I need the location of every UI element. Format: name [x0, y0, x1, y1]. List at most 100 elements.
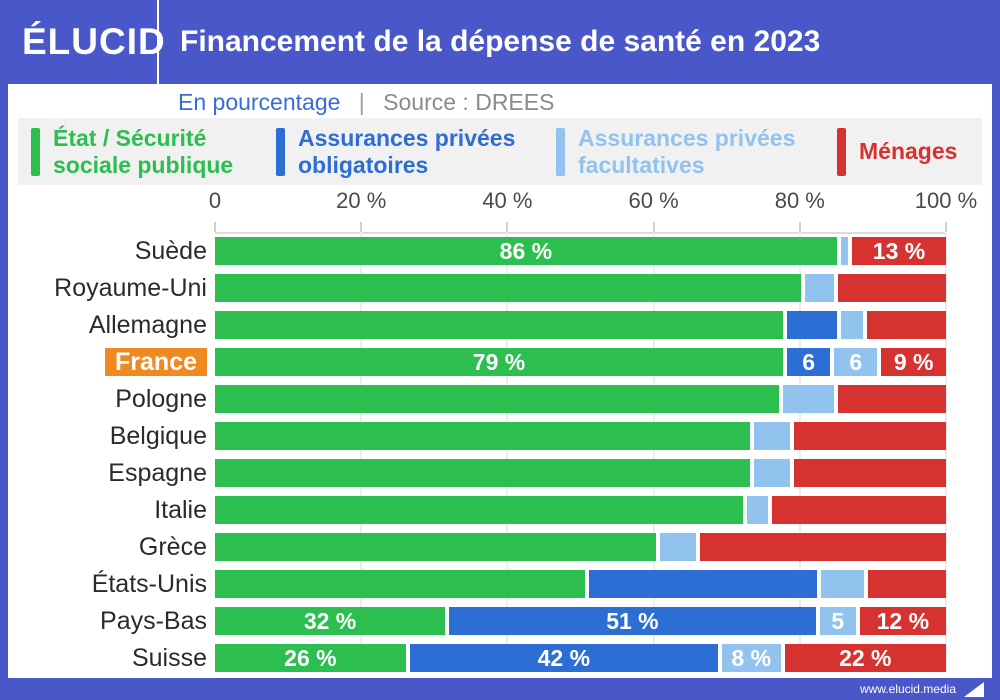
subtitle-separator: | [358, 89, 365, 115]
gridline [506, 232, 509, 672]
bar-value-label: 6 [849, 349, 863, 375]
bar-segment-facultatives [804, 274, 834, 302]
bar-segment-facultatives [820, 570, 864, 598]
x-axis-tick-label: 80 % [774, 188, 825, 213]
bar-value-label: 86 % [499, 238, 553, 264]
x-axis-tick-label: 100 % [914, 188, 978, 213]
axis-tick [214, 222, 216, 232]
bar-value-label: 51 % [606, 608, 659, 634]
bar-segment-menages [772, 496, 946, 524]
legend-label: État / Sécurité sociale publique [53, 124, 234, 178]
bar-value-label: 26 % [284, 645, 337, 671]
gridline [360, 232, 363, 672]
legend-label: Assurances privées obligatoires [298, 124, 516, 178]
page-title: Financement de la dépense de santé en 20… [180, 25, 821, 58]
country-label: Pologne [115, 385, 207, 413]
axis-tick [360, 222, 363, 232]
stacked-bar [215, 274, 946, 302]
stacked-bar [215, 496, 946, 524]
stacked-bar [215, 385, 946, 413]
legend-entry: Assurances privées facultatives [556, 118, 828, 185]
unit-label: En pourcentage [178, 89, 341, 115]
legend-label: Ménages [859, 138, 958, 164]
bar-row: Pologne [8, 385, 992, 413]
legend: État / Sécurité sociale publique Assuranc… [18, 118, 982, 185]
bar-segment-menages [866, 311, 946, 339]
bar-segment-obligatoires [589, 570, 817, 598]
bar-segment-facultatives: 8 % [721, 644, 781, 672]
country-label: France [8, 348, 215, 376]
bar-row: Suède 86 % 13 % [8, 237, 992, 265]
bar-segment-menages: 12 % [859, 607, 946, 635]
bar-value-label: 22 % [839, 645, 892, 671]
bar-row: Royaume-Uni [8, 274, 992, 302]
bar-segment-etat: 86 % [215, 237, 837, 265]
bar-segment-etat [215, 533, 657, 561]
legend-entry: Ménages [837, 118, 1000, 185]
bar-segment-facultatives [660, 533, 697, 561]
bar-value-label: 79 % [472, 349, 526, 375]
bar-segment-etat [215, 459, 751, 487]
gridline [798, 232, 801, 672]
bar-segment-facultatives [840, 237, 849, 265]
bar-segment-menages [867, 570, 946, 598]
chart-panel: En pourcentage | Source : DREES État / S… [8, 84, 992, 678]
legend-entry: Assurances privées obligatoires [276, 118, 548, 185]
bar-segment-obligatoires [787, 311, 838, 339]
bar-value-label: 12 % [876, 608, 930, 634]
bar-segment-facultatives [754, 422, 791, 450]
bar-row: France 79 % 6 6 9 % [8, 348, 992, 376]
legend-swatch-icon [556, 127, 565, 176]
stacked-bar: 32 % 51 % 5 12 % [215, 607, 946, 635]
country-label: Suède [134, 237, 207, 265]
bar-segment-menages [837, 274, 946, 302]
bar-row: Italie [8, 496, 992, 524]
highlighted-country-label: France [105, 348, 207, 376]
bar-value-label: 6 [802, 349, 815, 375]
bar-segment-etat: 79 % [215, 348, 784, 376]
bar-segment-obligatoires: 42 % [409, 644, 718, 672]
bar-segment-facultatives [754, 459, 791, 487]
source-label: Source : DREES [383, 89, 555, 115]
plot-area: 0 20 % 40 % 60 % 80 % 100 % [209, 84, 977, 678]
bar-row: Allemagne [8, 311, 992, 339]
legend-swatch-icon [276, 127, 285, 176]
bar-segment-menages [700, 533, 946, 561]
bar-segment-facultatives [746, 496, 769, 524]
bar-value-label: 8 % [731, 645, 772, 671]
x-axis-tick-label: 0 [208, 188, 222, 213]
axis-line [215, 232, 946, 234]
stacked-bar [215, 533, 946, 561]
bar-segment-etat: 32 % [215, 607, 446, 635]
bar-value-label: 5 [831, 608, 845, 634]
legend-entry: État / Sécurité sociale publique [31, 118, 278, 185]
bar-row: Belgique [8, 422, 992, 450]
country-label: Allemagne [88, 311, 207, 339]
bar-segment-menages [794, 459, 946, 487]
bar-segment-etat [215, 311, 784, 339]
x-axis-tick-label: 60 % [628, 188, 679, 213]
x-axis-tick-label: 40 % [482, 188, 533, 213]
bar-row: Suisse 26 % 42 % 8 % 22 % [8, 644, 992, 672]
stacked-bar [215, 459, 946, 487]
header-divider [157, 0, 159, 84]
bar-segment-menages: 13 % [852, 237, 946, 265]
bar-value-label: 42 % [537, 645, 591, 671]
legend-label: Assurances privées facultatives [578, 124, 796, 178]
bar-segment-etat [215, 570, 586, 598]
website-label: www.elucid.media [859, 682, 956, 696]
stacked-bar [215, 570, 946, 598]
bar-segment-etat [215, 422, 751, 450]
axis-tick [945, 222, 947, 232]
stacked-bar [215, 311, 946, 339]
gridline [945, 232, 947, 672]
bar-segment-menages: 9 % [881, 348, 946, 376]
axis-tick [798, 222, 801, 232]
stacked-bar: 86 % 13 % [215, 237, 946, 265]
country-label: Pays-Bas [100, 607, 207, 635]
x-axis-tick-label: 20 % [336, 188, 387, 213]
footer: www.elucid.media [0, 678, 1000, 700]
axis-tick [506, 222, 509, 232]
bar-rows: Suède 86 % 13 % Royaume-Uni Allemagne France 7… [8, 237, 992, 681]
elucid-logo: ÉLUCID [22, 21, 166, 62]
